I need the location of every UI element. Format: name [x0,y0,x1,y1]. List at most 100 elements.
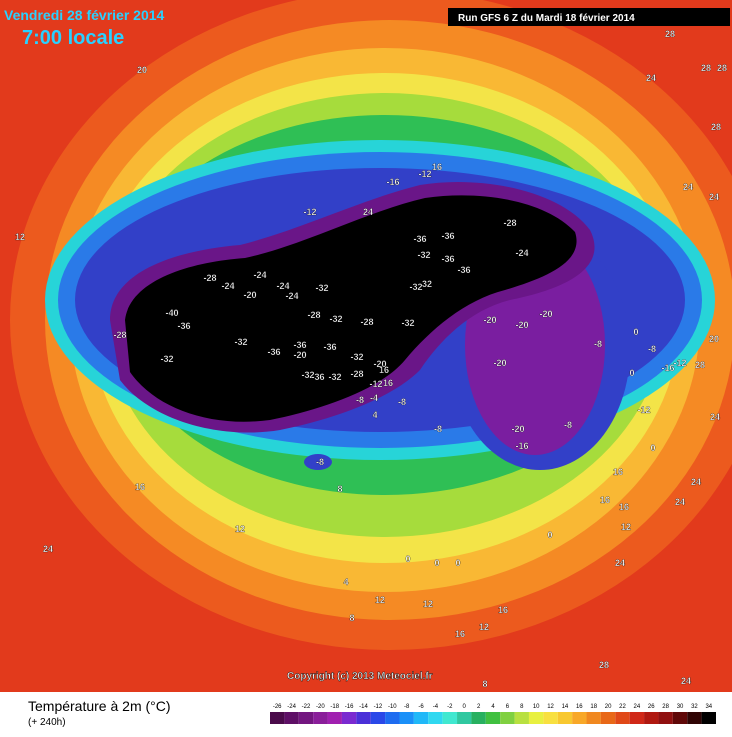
colorbar-swatch [485,712,501,724]
colorbar-swatch [385,712,400,724]
colorbar-label: 2 [477,704,481,710]
colorbar-swatch [327,712,342,724]
contour-label: -24 [276,281,289,291]
contour-label: 28 [665,29,675,39]
contour-label: 8 [482,679,487,689]
colorbar-swatch [471,712,486,724]
contour-label: -36 [441,231,454,241]
contour-label: -20 [511,424,524,434]
colorbar-swatch [370,712,386,724]
colorbar-label: 34 [705,704,712,710]
legend-lead: (+ 240h) [28,717,66,728]
colorbar-swatch [270,712,285,724]
colorbar-swatch [543,712,558,724]
colorbar-swatch [313,712,328,724]
colorbar-label: 28 [662,704,669,710]
copyright: Copyright (c) 2013 Meteociel.fr [287,671,433,682]
contour-label: -36 [311,372,324,382]
colorbar-label: -14 [359,704,368,710]
contour-label: -36 [177,321,190,331]
contour-label: -36 [323,342,336,352]
colorbar-label: -26 [273,704,282,710]
colorbar-swatch [586,712,601,724]
contour-label: 16 [498,605,508,615]
contour-label: -16 [515,441,528,451]
colorbar-label: 16 [576,704,583,710]
contour-label: -8 [356,395,364,405]
contour-label: -36 [293,340,306,350]
colorbar-label: -16 [345,704,354,710]
colorbar-swatch [557,712,573,724]
contour-label: 16 [135,482,145,492]
contour-label: -36 [441,254,454,264]
contour-label: 0 [405,554,410,564]
legend-title: Température à 2m (°C) [28,698,171,714]
colorbar-swatch [615,712,630,724]
colorbar-label: -24 [287,704,296,710]
contour-label: 16 [383,378,393,388]
colorbar-label: -6 [418,704,424,710]
colorbar-label: 26 [648,704,655,710]
contour-label: -28 [350,369,363,379]
map-time: 7:00 locale [22,27,124,49]
run-info: Run GFS 6 Z du Mardi 18 février 2014 [458,13,635,24]
contour-label: 28 [599,660,609,670]
colorbar-label: 0 [463,704,467,710]
contour-label: -28 [203,273,216,283]
colorbar-swatch [572,712,587,724]
contour-label: 0 [434,558,439,568]
colorbar-label: 14 [562,704,569,710]
contour-label: 8 [337,484,342,494]
colorbar-label: 8 [520,704,524,710]
contour-label: -36 [457,265,470,275]
contour-label: -28 [360,317,373,327]
contour-label: 24 [683,182,693,192]
colorbar-label: 6 [506,704,510,710]
colorbar-label: 10 [533,704,540,710]
colorbar-label: 18 [590,704,597,710]
contour-label: 24 [363,207,373,217]
colorbar-label: -18 [330,704,339,710]
contour-label: -20 [243,290,256,300]
contour-label: -32 [409,282,422,292]
colorbar-swatch [658,712,673,724]
colorbar: -26 -24 -22 -20 -18 -16 -14 -12 -10 -8 -6 -4 -2 0 2 4 6 8… [270,704,716,724]
contour-label: 24 [646,73,656,83]
contour-label: -8 [648,344,656,354]
contour-label: -32 [350,352,363,362]
colorbar-swatch [701,712,716,724]
contour-label: 28 [711,122,721,132]
colorbar-swatch [298,712,314,724]
colorbar-swatch [687,712,702,724]
colorbar-swatch [356,712,371,724]
colorbar-swatch [428,712,443,724]
contour-label: -32 [401,318,414,328]
colorbar-swatch [629,712,645,724]
contour-label: -32 [301,370,314,380]
contour-label: 28 [717,63,727,73]
colorbar-label: -2 [447,704,453,710]
contour-label: 20 [709,334,719,344]
contour-label: -12 [673,358,686,368]
contour-label: -20 [293,350,306,360]
contour-label: -24 [285,291,298,301]
contour-label: 16 [613,467,623,477]
contour-label: -28 [503,218,516,228]
map-date: Vendredi 28 février 2014 [4,7,165,23]
contour-label: 24 [709,192,719,202]
contour-label: 4 [343,577,348,587]
contour-label: 0 [455,558,460,568]
colorbar-swatch [644,712,659,724]
colorbar-label: 24 [634,704,641,710]
contour-label: -8 [594,339,602,349]
contour-label: -20 [373,359,386,369]
colorbar-label: -22 [302,704,311,710]
contour-label: 24 [675,497,685,507]
contour-label: -16 [386,177,399,187]
run-box [448,8,730,26]
colorbar-swatch [442,712,458,724]
colorbar-label: -4 [433,704,439,710]
contour-label: 24 [691,477,701,487]
colorbar-swatch [413,712,429,724]
